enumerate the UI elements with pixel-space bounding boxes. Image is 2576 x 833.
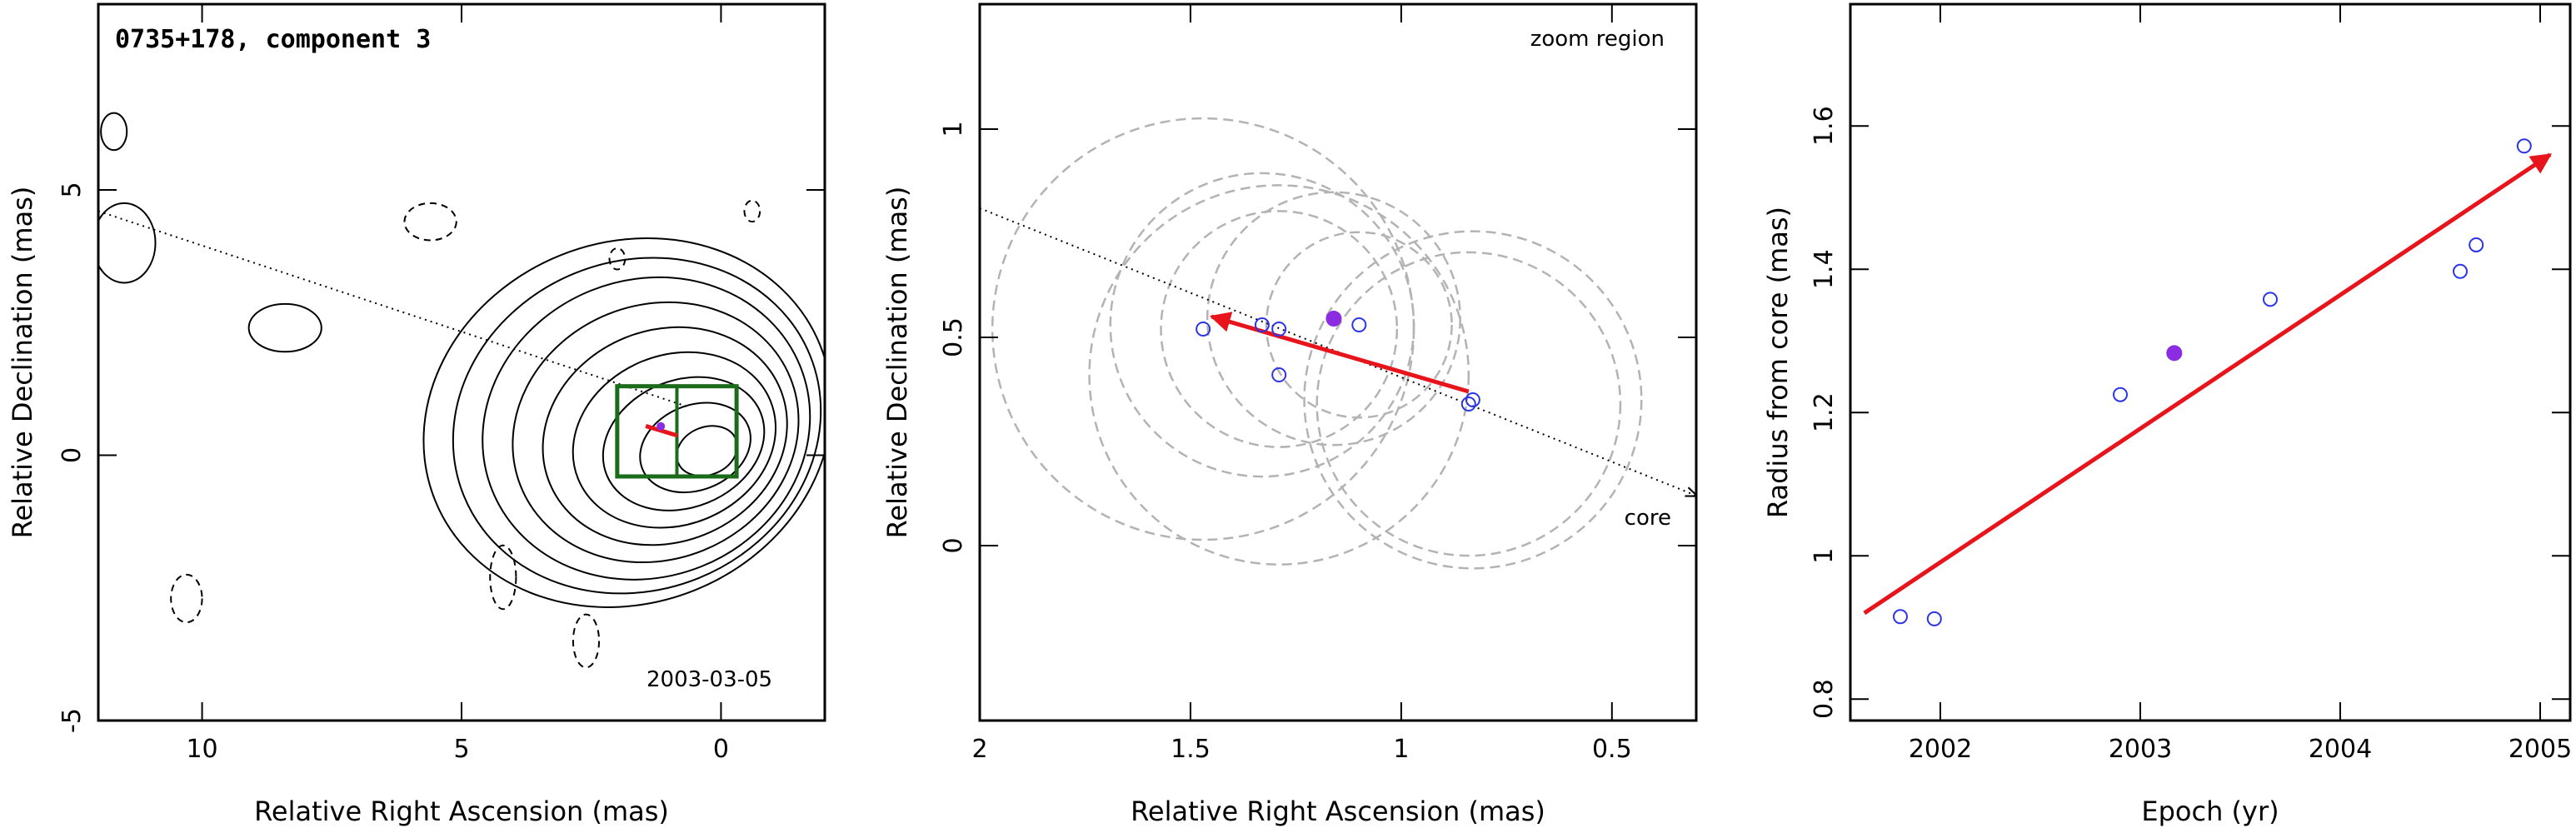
data-point-open <box>2113 387 2128 402</box>
beam-circle <box>1206 191 1461 446</box>
data-point-open <box>1351 317 1367 332</box>
data-point-open <box>1893 609 1908 625</box>
motion-arrow <box>1209 312 1470 394</box>
x-axis-label: Relative Right Ascension (mas) <box>1131 796 1545 827</box>
radius-epoch-panel: 2002 2003 2004 2005 0.8 1 1.2 1.4 1.6 Epoch (yr)… <box>1762 2 2572 827</box>
y-tick-label: 1.2 <box>1810 392 1839 432</box>
beam-circle <box>1315 251 1622 557</box>
zoom-region-panel: 2 1.5 1 0.5 0 0.5 1 zoom region core Relative … <box>881 2 1698 827</box>
y-axis-label: Relative Declination (mas) <box>881 187 913 539</box>
contour-plot-area <box>98 112 825 669</box>
core-contour <box>542 326 788 546</box>
y-axis-label: Radius from core (mas) <box>1762 207 1794 518</box>
core-contour <box>602 376 766 511</box>
component-track <box>645 424 678 438</box>
core-contour <box>422 237 825 608</box>
axis-ticks: 2 1.5 1 0.5 0 0.5 1 <box>939 4 1696 764</box>
axis-ticks: 10 5 0 -5 0 5 <box>57 4 825 764</box>
x-tick-label: 2003 <box>2109 735 2172 764</box>
x-tick-label: 1 <box>1393 735 1409 764</box>
y-tick-label: 1.6 <box>1810 106 1839 146</box>
chart-title: 0735+178, component 3 <box>115 25 431 54</box>
core-contour <box>452 257 822 595</box>
plot-frame <box>978 2 1698 722</box>
core-contour <box>572 351 777 529</box>
data-point-open <box>1271 367 1287 382</box>
y-tick-label: 0 <box>939 537 968 553</box>
data-point-filled <box>2166 345 2183 362</box>
x-tick-label: 1.5 <box>1171 735 1211 764</box>
data-point-open <box>1465 392 1480 407</box>
negative-contour <box>743 199 761 223</box>
jet-direction-line <box>98 210 691 409</box>
plot-frame <box>1849 2 2572 722</box>
data-point-open <box>1926 611 1942 626</box>
data-point-open <box>1254 317 1270 332</box>
negative-contour <box>489 544 517 611</box>
core-contour <box>639 402 751 494</box>
y-axis-label: Relative Declination (mas) <box>7 187 38 539</box>
x-tick-label: 0.5 <box>1592 735 1632 764</box>
axis-ticks: 2002 2003 2004 2005 0.8 1 1.2 1.4 1.6 <box>1810 4 2572 764</box>
beam-circle <box>1160 210 1399 448</box>
contour-blob <box>100 112 128 152</box>
data-point-open <box>1196 322 1211 337</box>
radius-plot-area <box>1863 138 2553 626</box>
contour-blob <box>247 302 322 353</box>
negative-contour <box>403 202 457 242</box>
x-tick-label: 0 <box>713 735 729 764</box>
trend-arrow <box>1863 152 2553 616</box>
y-tick-label: 0.5 <box>939 317 968 357</box>
data-point-open <box>1460 397 1476 412</box>
plot-frame <box>97 2 826 722</box>
x-tick-label: 2 <box>971 735 987 764</box>
beam-circle <box>1088 184 1470 566</box>
y-tick-label: 1 <box>939 121 968 137</box>
x-axis-label: Relative Right Ascension (mas) <box>254 796 669 827</box>
contour-map-panel: 10 5 0 -5 0 5 0735+178, component 3 2003-03-0… <box>7 2 826 827</box>
core-contour <box>512 301 800 564</box>
x-tick-label: 2002 <box>1909 735 1972 764</box>
core-label: core <box>1625 506 1671 531</box>
negative-contour <box>572 613 601 669</box>
x-tick-label: 2005 <box>2509 735 2572 764</box>
y-tick-label: 0 <box>57 447 87 463</box>
data-point-filled <box>1325 311 1342 327</box>
beam-circle <box>1303 230 1643 570</box>
data-point-open <box>2453 263 2468 279</box>
beam-circle <box>991 117 1415 541</box>
x-tick-label: 5 <box>453 735 469 764</box>
zoom-region-label: zoom region <box>1530 27 1665 52</box>
negative-contour <box>170 573 203 624</box>
y-tick-label: -5 <box>57 708 87 733</box>
zoom-plot-area <box>980 117 1696 570</box>
core-contour <box>482 276 811 581</box>
date-label: 2003-03-05 <box>646 667 772 692</box>
beam-circle <box>1109 172 1415 478</box>
data-point-open <box>2263 292 2278 307</box>
y-tick-label: 5 <box>57 182 87 197</box>
x-tick-label: 10 <box>186 735 217 764</box>
data-point-open <box>2516 138 2532 154</box>
contour-blob <box>98 202 157 284</box>
component-position <box>656 421 666 431</box>
y-tick-label: 1.4 <box>1810 249 1839 289</box>
y-tick-label: 0.8 <box>1810 679 1839 719</box>
y-tick-label: 1 <box>1810 548 1839 564</box>
x-tick-label: 2004 <box>2309 735 2372 764</box>
x-axis-label: Epoch (yr) <box>2141 796 2279 827</box>
data-point-open <box>2469 237 2484 252</box>
data-point-open <box>1271 322 1287 337</box>
negative-contour <box>608 247 627 271</box>
beam-circle <box>1265 231 1453 419</box>
